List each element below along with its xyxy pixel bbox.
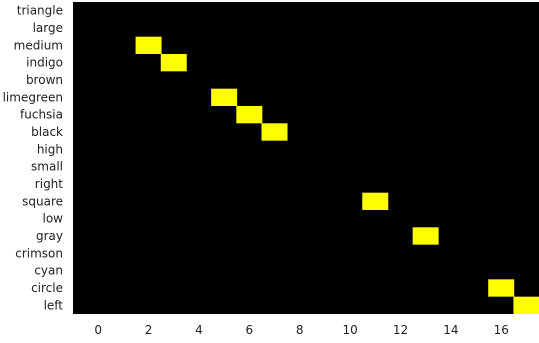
x-tick-label-16: 16 bbox=[494, 323, 509, 337]
heatmap-cell-square bbox=[362, 192, 389, 210]
x-tick-label-8: 8 bbox=[296, 323, 304, 337]
y-tick-label-black: black bbox=[31, 125, 63, 139]
heatmap-cell-gray bbox=[412, 227, 439, 245]
heatmap-cell-limegreen bbox=[211, 88, 238, 106]
y-tick-label-circle: circle bbox=[31, 281, 63, 295]
x-tick-label-12: 12 bbox=[393, 323, 408, 337]
y-tick-label-small: small bbox=[31, 160, 63, 174]
y-tick-label-left: left bbox=[44, 298, 64, 312]
heatmap-cell-fuchsia bbox=[236, 106, 263, 124]
y-tick-label-low: low bbox=[43, 212, 64, 226]
y-tick-label-gray: gray bbox=[36, 229, 63, 243]
heatmap-cell-medium bbox=[135, 36, 162, 54]
x-tick-label-6: 6 bbox=[245, 323, 253, 337]
y-tick-label-fuchsia: fuchsia bbox=[20, 108, 63, 122]
heatmap-cell-black bbox=[261, 123, 288, 141]
x-tick-label-4: 4 bbox=[195, 323, 203, 337]
y-tick-label-medium: medium bbox=[14, 38, 63, 52]
x-tick-label-10: 10 bbox=[342, 323, 357, 337]
heatmap-cell-left bbox=[513, 296, 539, 314]
y-tick-label-triangle: triangle bbox=[17, 4, 63, 18]
x-tick-label-2: 2 bbox=[145, 323, 153, 337]
y-tick-label-square: square bbox=[22, 194, 63, 208]
y-tick-label-large: large bbox=[33, 21, 63, 35]
y-axis-labels: triangle large medium indigo brown limegreen f… bbox=[3, 4, 64, 313]
x-tick-label-0: 0 bbox=[94, 323, 102, 337]
x-axis-labels: 0 2 4 6 8 10 12 14 16 bbox=[94, 323, 508, 337]
y-tick-label-limegreen: limegreen bbox=[3, 90, 63, 104]
y-tick-label-indigo: indigo bbox=[26, 56, 63, 70]
heatmap-cell-circle bbox=[488, 279, 515, 297]
y-tick-label-high: high bbox=[37, 142, 63, 156]
y-tick-label-crimson: crimson bbox=[15, 246, 63, 260]
x-tick-label-14: 14 bbox=[443, 323, 458, 337]
heatmap-cells bbox=[135, 36, 539, 314]
heatmap-cell-indigo bbox=[160, 54, 187, 72]
y-tick-label-right: right bbox=[35, 177, 63, 191]
y-tick-label-brown: brown bbox=[26, 73, 63, 87]
y-tick-label-cyan: cyan bbox=[34, 264, 63, 278]
